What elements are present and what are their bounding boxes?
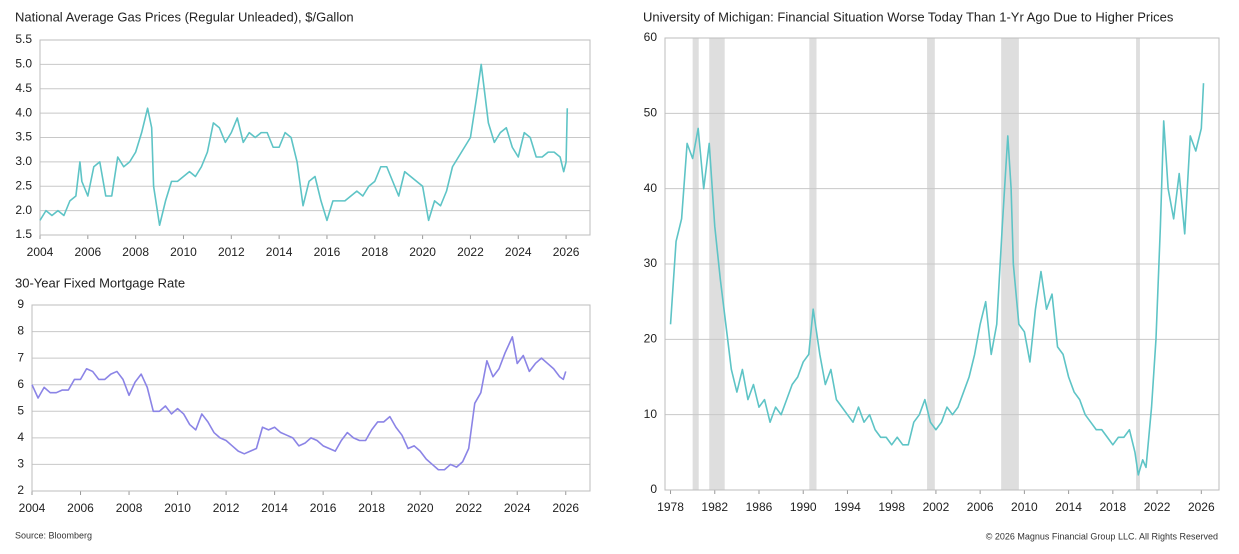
y-tick-label: 60 <box>644 30 658 44</box>
x-tick-label: 2018 <box>1099 500 1126 514</box>
x-tick-label: 2012 <box>213 501 240 515</box>
y-tick-label: 2 <box>17 483 24 497</box>
plot-frame <box>31 304 591 492</box>
x-tick-label: 2022 <box>1144 500 1171 514</box>
x-tick-label: 2008 <box>122 245 149 259</box>
y-tick-label: 0 <box>650 482 657 496</box>
x-tick-label: 2026 <box>553 245 580 259</box>
y-tick-label: 9 <box>17 297 24 311</box>
y-tick-label: 8 <box>17 324 24 338</box>
y-tick-label: 2.5 <box>15 178 32 192</box>
y-tick-label: 40 <box>644 181 658 195</box>
y-tick-label: 50 <box>644 106 658 120</box>
y-tick-label: 5.5 <box>15 32 32 46</box>
x-tick-label: 1990 <box>790 500 817 514</box>
x-tick-label: 2008 <box>116 501 143 515</box>
copyright: © 2026 Magnus Financial Group LLC. All R… <box>986 531 1218 541</box>
y-tick-label: 4 <box>17 430 24 444</box>
x-tick-label: 2010 <box>170 245 197 259</box>
x-tick-label: 2004 <box>19 501 46 515</box>
x-tick-label: 2024 <box>505 245 532 259</box>
x-tick-label: 2004 <box>27 245 54 259</box>
x-tick-label: 2002 <box>923 500 950 514</box>
y-tick-label: 30 <box>644 256 658 270</box>
plot-frame <box>664 37 1220 491</box>
chart-title: 30-Year Fixed Mortgage Rate <box>15 275 185 290</box>
x-tick-label: 2018 <box>358 501 385 515</box>
x-tick-label: 2026 <box>1188 500 1215 514</box>
y-tick-label: 3 <box>17 457 24 471</box>
x-tick-label: 1982 <box>701 500 728 514</box>
x-tick-label: 2006 <box>67 501 94 515</box>
x-tick-label: 1998 <box>878 500 905 514</box>
y-tick-label: 10 <box>644 407 658 421</box>
y-tick-label: 7 <box>17 350 24 364</box>
x-tick-label: 2006 <box>967 500 994 514</box>
x-tick-label: 2022 <box>457 245 484 259</box>
x-tick-label: 2010 <box>164 501 191 515</box>
data-line <box>669 83 1205 476</box>
x-tick-label: 1978 <box>657 500 684 514</box>
y-tick-label: 4.5 <box>15 81 32 95</box>
y-tick-label: 3.0 <box>15 154 32 168</box>
x-tick-label: 2020 <box>409 245 436 259</box>
y-tick-label: 20 <box>644 332 658 346</box>
x-tick-label: 2018 <box>361 245 388 259</box>
y-tick-label: 4.0 <box>15 105 32 119</box>
x-tick-label: 1986 <box>746 500 773 514</box>
data-line <box>31 336 567 471</box>
x-tick-label: 2014 <box>261 501 288 515</box>
y-tick-label: 1.5 <box>15 227 32 241</box>
x-tick-label: 2012 <box>218 245 245 259</box>
x-tick-label: 2016 <box>314 245 341 259</box>
y-tick-label: 5.0 <box>15 57 32 71</box>
x-tick-label: 2022 <box>455 501 482 515</box>
chart-title: National Average Gas Prices (Regular Unl… <box>15 9 354 24</box>
x-tick-label: 2014 <box>266 245 293 259</box>
x-tick-label: 2024 <box>504 501 531 515</box>
source-note: Source: Bloomberg <box>15 530 92 540</box>
x-tick-label: 2014 <box>1055 500 1082 514</box>
y-tick-label: 5 <box>17 403 24 417</box>
x-tick-label: 1994 <box>834 500 861 514</box>
x-tick-label: 2016 <box>310 501 337 515</box>
x-tick-label: 2020 <box>407 501 434 515</box>
plot-frame <box>39 39 591 236</box>
x-tick-label: 2026 <box>552 501 579 515</box>
y-tick-label: 6 <box>17 377 24 391</box>
x-tick-label: 2010 <box>1011 500 1038 514</box>
y-tick-label: 2.0 <box>15 203 32 217</box>
y-tick-label: 3.5 <box>15 130 32 144</box>
chart-title: University of Michigan: Financial Situat… <box>643 9 1174 24</box>
x-tick-label: 2006 <box>74 245 101 259</box>
data-line <box>39 63 569 227</box>
